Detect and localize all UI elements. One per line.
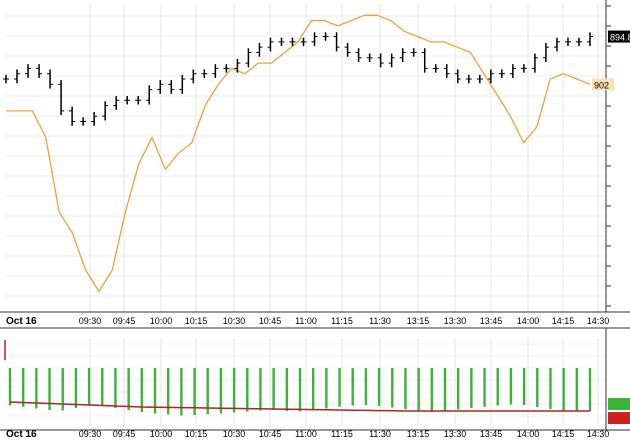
comparison-last-value-label: 902 <box>594 80 609 90</box>
volume-x-tick-label: 13:30 <box>444 429 467 439</box>
price-x-tick-label: 11:15 <box>331 316 353 326</box>
volume-x-tick-label: 11:00 <box>295 429 317 439</box>
comparison-last-value-box <box>592 78 614 91</box>
volume-x-tick-label: 10:45 <box>259 429 282 439</box>
price-last-value-box <box>608 30 630 43</box>
price-x-tick-label: 14:30 <box>587 316 610 326</box>
volume-x-tick-label: 14:30 <box>587 429 610 439</box>
volume-x-tick-label: 14:15 <box>552 429 575 439</box>
price-x-tick-label: 11:00 <box>295 316 317 326</box>
price-x-tick-label: 10:45 <box>259 316 282 326</box>
volume-x-tick-label: 14:00 <box>517 429 540 439</box>
volume-x-tick-label: 11:15 <box>331 429 353 439</box>
price-x-start-label: Oct 16 <box>6 316 37 327</box>
price-x-tick-label: 13:30 <box>444 316 467 326</box>
volume-x-tick-label: 09:45 <box>113 429 136 439</box>
volume-x-tick-label: 13:15 <box>407 429 430 439</box>
price-x-tick-label: 11:30 <box>369 316 391 326</box>
price-x-tick-label: 13:15 <box>407 316 430 326</box>
volume-x-tick-label: 09:30 <box>79 429 102 439</box>
price-x-tick-label: 09:45 <box>113 316 136 326</box>
volume-average-box <box>608 412 630 424</box>
price-x-tick-label: 10:15 <box>185 316 208 326</box>
price-x-tick-label: 14:15 <box>552 316 575 326</box>
price-x-tick-label: 09:30 <box>79 316 102 326</box>
comparison-line <box>6 14 591 293</box>
volume-value-box <box>608 398 630 410</box>
price-last-value-label: 894.8 <box>610 33 630 43</box>
volume-x-tick-label: 10:30 <box>223 429 246 439</box>
volume-x-tick-label: 11:30 <box>369 429 391 439</box>
volume-x-tick-label: 10:15 <box>185 429 208 439</box>
price-x-tick-label: 10:30 <box>223 316 246 326</box>
price-x-tick-label: 10:00 <box>150 316 173 326</box>
volume-x-start-label: Oct 16 <box>6 429 37 439</box>
price-x-tick-label: 13:45 <box>480 316 503 326</box>
volume-x-tick-label: 13:45 <box>480 429 503 439</box>
price-x-tick-label: 14:00 <box>517 316 540 326</box>
volume-average-line <box>9 401 590 412</box>
volume-x-tick-label: 10:00 <box>150 429 173 439</box>
